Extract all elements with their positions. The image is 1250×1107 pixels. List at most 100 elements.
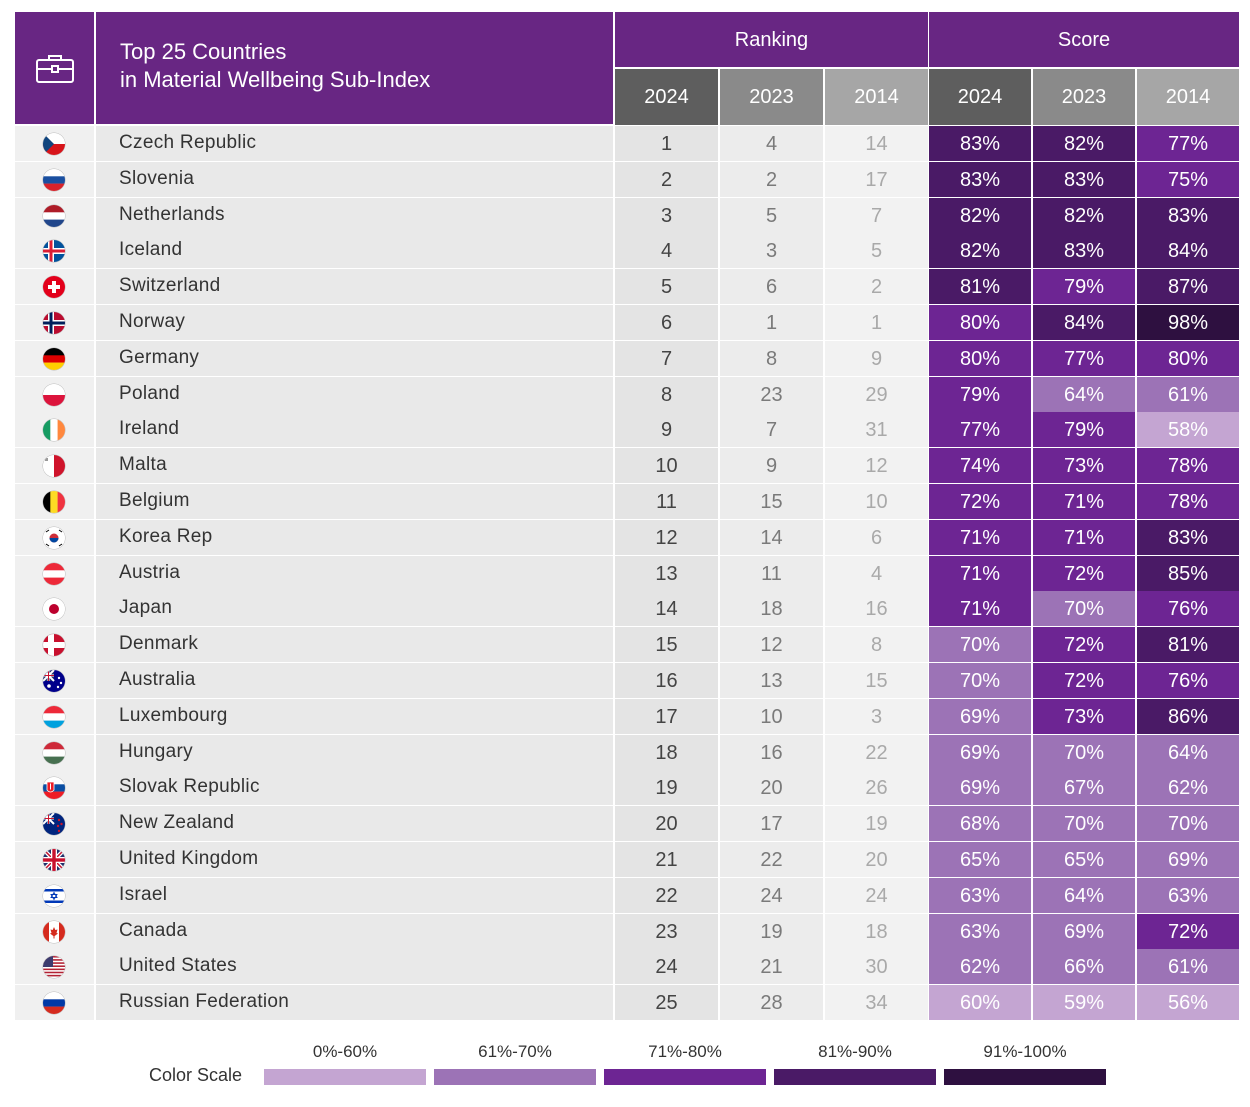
rank-2014: 19	[825, 806, 928, 842]
country-name: Austria	[96, 555, 613, 591]
rank-2023: 19	[720, 913, 823, 949]
rank-2024: 17	[615, 698, 718, 734]
flag-icon-ru	[43, 992, 65, 1015]
score-2014: 75%	[1137, 161, 1239, 197]
score-2023: 73%	[1033, 698, 1135, 734]
rank-2014: 30	[825, 949, 928, 985]
score-2024: 69%	[929, 734, 1031, 770]
rank-2014: 31	[825, 412, 928, 448]
score-2024: 68%	[929, 806, 1031, 842]
rank-2024: 14	[615, 591, 718, 627]
rank-2014: 1	[825, 305, 928, 340]
flag-icon-mt	[43, 455, 65, 478]
flag-icon-nl	[43, 204, 65, 227]
table-row: Hungary 18 16 22 69% 70% 64%	[15, 734, 1239, 770]
country-name: Israel	[96, 877, 613, 913]
flag-cell	[15, 233, 94, 269]
score-2024: 80%	[929, 305, 1031, 340]
legend-range-label: 81%-90%	[818, 1042, 892, 1061]
rank-2024: 22	[615, 877, 718, 913]
table-row: Korea Rep 12 14 6 71% 71% 83%	[15, 519, 1239, 555]
score-2014: 78%	[1137, 448, 1239, 484]
table-row: Belgium 11 15 10 72% 71% 78%	[15, 484, 1239, 519]
flag-icon-cz	[43, 133, 65, 155]
score-2023: 77%	[1033, 340, 1135, 376]
rank-2014: 16	[825, 591, 928, 627]
score-2014: 61%	[1137, 376, 1239, 412]
table-row: Iceland 4 3 5 82% 83% 84%	[15, 233, 1239, 269]
country-name: United Kingdom	[96, 842, 613, 877]
rank-2014: 22	[825, 734, 928, 770]
rank-2014: 4	[825, 555, 928, 591]
briefcase-icon	[36, 55, 74, 83]
country-name: Slovenia	[96, 161, 613, 197]
table-row: Australia 16 13 15 70% 72% 76%	[15, 663, 1239, 698]
score-2024: 81%	[929, 269, 1031, 305]
flag-icon-hu	[43, 741, 65, 764]
score-year-2024: 2024	[929, 69, 1031, 125]
flag-cell	[15, 627, 94, 663]
flag-icon-si	[43, 168, 65, 191]
rank-2014: 17	[825, 161, 928, 197]
rank-2023: 9	[720, 448, 823, 484]
score-2014: 98%	[1137, 305, 1239, 340]
table-row: Denmark 15 12 8 70% 72% 81%	[15, 627, 1239, 663]
score-2024: 63%	[929, 877, 1031, 913]
rank-2014: 24	[825, 877, 928, 913]
country-name: Czech Republic	[96, 126, 613, 161]
table-row: Luxembourg 17 10 3 69% 73% 86%	[15, 698, 1239, 734]
rank-2023: 22	[720, 842, 823, 877]
rank-2024: 13	[615, 555, 718, 591]
title-line-1: Top 25 Countries	[120, 39, 287, 64]
score-2014: 69%	[1137, 842, 1239, 877]
flag-cell	[15, 161, 94, 197]
score-2023: 84%	[1033, 305, 1135, 340]
flag-cell	[15, 197, 94, 233]
table-row: Slovenia 2 2 17 83% 83% 75%	[15, 161, 1239, 197]
rank-2023: 1	[720, 305, 823, 340]
rank-2023: 24	[720, 877, 823, 913]
flag-icon-is	[43, 240, 65, 263]
score-year-2023: 2023	[1033, 69, 1135, 125]
rank-2023: 18	[720, 591, 823, 627]
score-2014: 70%	[1137, 806, 1239, 842]
flag-icon-us	[43, 956, 65, 979]
flag-icon-dk	[43, 634, 65, 657]
country-name: Korea Rep	[96, 519, 613, 555]
score-2024: 69%	[929, 698, 1031, 734]
score-2023: 70%	[1033, 734, 1135, 770]
flag-icon-ch	[43, 276, 65, 299]
flag-cell	[15, 519, 94, 555]
rank-2023: 3	[720, 233, 823, 269]
rank-2024: 21	[615, 842, 718, 877]
score-2024: 80%	[929, 340, 1031, 376]
rank-2023: 10	[720, 698, 823, 734]
flag-cell	[15, 412, 94, 448]
score-2024: 74%	[929, 448, 1031, 484]
rank-2024: 7	[615, 340, 718, 376]
score-year-2014: 2014	[1137, 69, 1239, 125]
flag-cell	[15, 555, 94, 591]
flag-cell	[15, 698, 94, 734]
flag-cell	[15, 806, 94, 842]
ranking-year-2024: 2024	[615, 69, 718, 125]
flag-icon-at	[43, 562, 65, 585]
rank-2014: 6	[825, 519, 928, 555]
rank-2023: 7	[720, 412, 823, 448]
score-2023: 65%	[1033, 842, 1135, 877]
country-name: New Zealand	[96, 806, 613, 842]
country-name: Netherlands	[96, 197, 613, 233]
table-row: Czech Republic 1 4 14 83% 82% 77%	[15, 126, 1239, 161]
score-2014: 62%	[1137, 770, 1239, 806]
legend-range-label: 71%-80%	[648, 1042, 722, 1061]
score-2014: 86%	[1137, 698, 1239, 734]
score-2014: 72%	[1137, 913, 1239, 949]
flag-cell	[15, 913, 94, 949]
score-2024: 82%	[929, 233, 1031, 269]
rank-2014: 8	[825, 627, 928, 663]
score-2014: 85%	[1137, 555, 1239, 591]
flag-cell	[15, 448, 94, 484]
flag-cell	[15, 376, 94, 412]
rank-2024: 12	[615, 519, 718, 555]
legend-swatch	[774, 1069, 936, 1085]
